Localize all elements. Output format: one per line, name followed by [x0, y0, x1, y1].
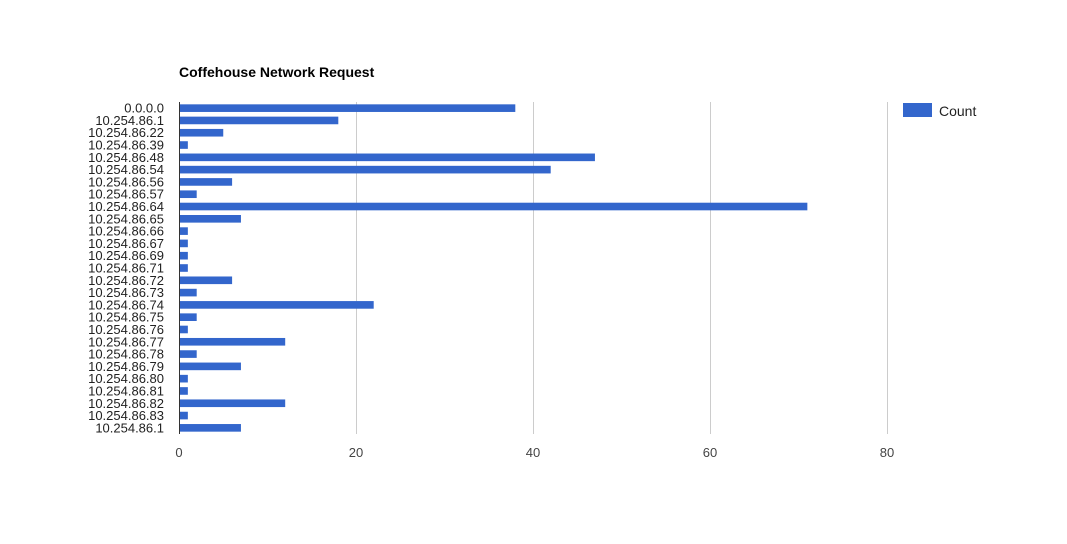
bar	[179, 374, 188, 383]
category-label: 10.254.86.56	[88, 174, 164, 189]
category-label: 10.254.86.73	[88, 285, 164, 300]
bar	[179, 128, 224, 137]
bar	[179, 190, 197, 199]
bar	[179, 350, 197, 358]
bar	[179, 215, 241, 223]
x-tick-label: 0	[175, 445, 182, 460]
x-tick-label: 60	[703, 445, 717, 460]
x-tick-labels: 0 20 40 60 80	[175, 445, 894, 460]
gridlines	[356, 102, 888, 434]
bar	[179, 239, 188, 248]
bar	[179, 362, 241, 371]
legend: Count	[903, 103, 976, 119]
bar	[179, 411, 188, 420]
category-label: 10.254.86.78	[88, 347, 164, 362]
bar	[179, 227, 188, 235]
category-label: 10.254.86.48	[88, 150, 164, 165]
category-label: 10.254.86.22	[88, 125, 164, 140]
bar	[179, 325, 188, 334]
category-label: 10.254.86.71	[88, 261, 164, 276]
bar	[179, 153, 595, 162]
bar	[179, 313, 197, 321]
category-label: 10.254.86.82	[88, 396, 164, 411]
bar	[179, 399, 286, 408]
bar	[179, 116, 339, 125]
category-label: 10.254.86.1	[95, 420, 164, 435]
bar	[179, 337, 286, 346]
category-label: 10.254.86.72	[88, 273, 164, 288]
bar	[179, 104, 516, 112]
category-label: 10.254.86.69	[88, 248, 164, 263]
category-label: 10.254.86.80	[88, 371, 164, 386]
bar	[179, 251, 188, 260]
category-label: 10.254.86.64	[88, 199, 164, 214]
category-label: 10.254.86.76	[88, 322, 164, 337]
category-label: 10.254.86.81	[88, 383, 164, 398]
bar	[179, 264, 188, 272]
category-label: 10.254.86.39	[88, 138, 164, 153]
category-label: 10.254.86.79	[88, 359, 164, 374]
bar	[179, 141, 188, 149]
bars	[179, 104, 808, 432]
x-tick-label: 80	[880, 445, 894, 460]
legend-label-count: Count	[939, 103, 976, 119]
x-tick-label: 20	[349, 445, 363, 460]
x-tick-label: 40	[526, 445, 540, 460]
category-label: 0.0.0.0	[124, 101, 164, 116]
category-label: 10.254.86.1	[95, 113, 164, 128]
category-label: 10.254.86.67	[88, 236, 164, 251]
category-label: 10.254.86.75	[88, 310, 164, 325]
bar	[179, 276, 233, 285]
category-label: 10.254.86.65	[88, 211, 164, 226]
chart-title: Coffehouse Network Request	[179, 64, 375, 80]
bar	[179, 178, 233, 186]
bar	[179, 165, 551, 174]
bar	[179, 301, 374, 309]
category-label: 10.254.86.77	[88, 334, 164, 349]
bar	[179, 424, 241, 432]
category-label: 10.254.86.57	[88, 187, 164, 202]
category-label: 10.254.86.54	[88, 162, 164, 177]
bar	[179, 288, 197, 297]
bar	[179, 387, 188, 395]
bar	[179, 202, 808, 211]
category-labels: 0.0.0.010.254.86.110.254.86.2210.254.86.…	[88, 101, 164, 436]
legend-swatch-count	[903, 103, 932, 117]
category-label: 10.254.86.74	[88, 297, 164, 312]
category-label: 10.254.86.66	[88, 224, 164, 239]
category-label: 10.254.86.83	[88, 408, 164, 423]
